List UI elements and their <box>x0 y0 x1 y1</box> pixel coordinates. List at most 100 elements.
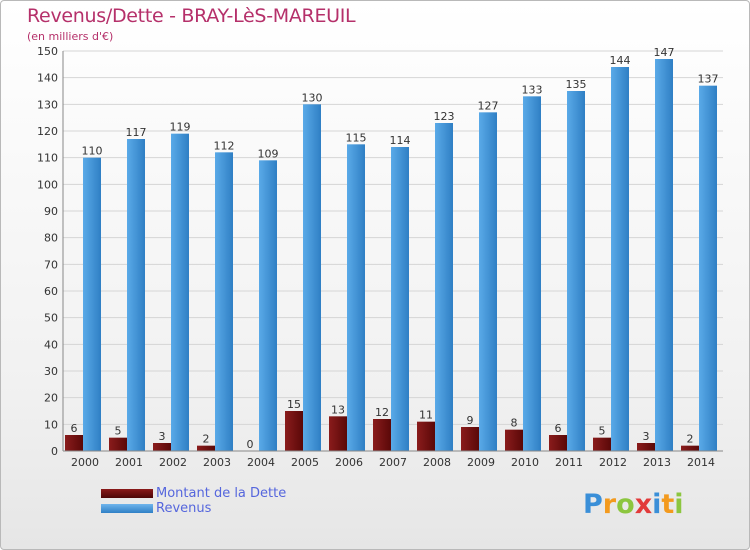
value-label-revenus: 119 <box>170 121 191 134</box>
x-tick-label: 2009 <box>467 456 495 469</box>
bar-revenus <box>259 160 277 452</box>
bar-revenus <box>611 67 629 451</box>
value-label-dette: 3 <box>643 430 650 443</box>
value-label-dette: 11 <box>419 409 433 422</box>
bar-revenus <box>171 133 189 451</box>
value-label-revenus: 112 <box>214 139 235 152</box>
x-tick-label: 2012 <box>599 456 627 469</box>
x-tick-label: 2010 <box>511 456 539 469</box>
value-label-revenus: 115 <box>346 131 367 144</box>
value-label-dette: 6 <box>71 422 78 435</box>
bar-revenus <box>699 85 717 452</box>
bar-revenus <box>391 147 409 451</box>
bar-revenus <box>127 139 145 451</box>
legend-swatch-dette <box>101 489 153 498</box>
bar-revenus <box>347 144 365 452</box>
logo-letter: r <box>602 489 617 520</box>
value-label-revenus: 135 <box>566 78 587 91</box>
axes <box>62 51 723 452</box>
y-tick-label: 30 <box>44 365 58 378</box>
value-label-dette: 15 <box>287 398 301 411</box>
logo-letter: t <box>661 489 675 520</box>
value-label-dette: 3 <box>159 430 166 443</box>
y-tick-label: 130 <box>37 98 58 111</box>
value-label-revenus: 130 <box>302 91 323 104</box>
x-tick-label: 2002 <box>159 456 187 469</box>
proxiti-logo: Proxiti <box>583 489 684 520</box>
x-tick-label: 2006 <box>335 456 363 469</box>
bar-dette <box>65 435 83 451</box>
bar-dette <box>153 443 171 451</box>
bar-dette <box>637 443 655 451</box>
bar-dette <box>285 411 303 451</box>
y-tick-label: 60 <box>44 285 58 298</box>
y-tick-label: 140 <box>37 72 58 85</box>
value-label-revenus: 123 <box>434 110 455 123</box>
value-label-revenus: 127 <box>478 99 499 112</box>
x-tick-label: 2007 <box>379 456 407 469</box>
y-tick-label: 10 <box>44 418 58 431</box>
legend-label-dette: Montant de la Dette <box>156 486 287 501</box>
x-axis-ticks: 2000 2001 2002 2003 2004 2005 2006 2007 2008 2009… <box>71 456 715 469</box>
y-tick-label: 50 <box>44 312 58 325</box>
x-tick-label: 2003 <box>203 456 231 469</box>
value-label-dette: 2 <box>687 433 694 446</box>
bar-revenus <box>567 91 585 451</box>
y-tick-label: 20 <box>44 392 58 405</box>
y-tick-label: 150 <box>37 45 58 58</box>
y-tick-label: 0 <box>51 445 58 458</box>
value-label-revenus: 147 <box>654 46 675 59</box>
value-labels: 6 110 5 117 3 119 2 112 0 109 15 130 13 115 12 114 11 123… <box>71 46 719 451</box>
bar-dette <box>417 421 435 451</box>
x-tick-label: 2005 <box>291 456 319 469</box>
value-label-revenus: 137 <box>698 73 719 86</box>
y-tick-label: 120 <box>37 125 58 138</box>
value-label-dette: 12 <box>375 406 389 419</box>
value-label-dette: 6 <box>555 422 562 435</box>
logo-letter: x <box>634 489 653 520</box>
value-label-dette: 9 <box>467 414 474 427</box>
logo-letter: o <box>616 489 635 520</box>
value-label-dette: 2 <box>203 433 210 446</box>
legend-swatch-revenus <box>101 504 153 513</box>
x-tick-label: 2000 <box>71 456 99 469</box>
logo-letter: i <box>674 489 684 520</box>
legend-label-revenus: Revenus <box>156 501 212 516</box>
value-label-dette: 5 <box>599 425 606 438</box>
y-tick-label: 100 <box>37 178 58 191</box>
bar-revenus <box>479 112 497 451</box>
y-tick-label: 90 <box>44 205 58 218</box>
value-label-revenus: 144 <box>610 54 631 67</box>
bar-dette <box>681 445 699 451</box>
x-tick-label: 2011 <box>555 456 583 469</box>
bar-revenus <box>655 59 673 451</box>
x-tick-label: 2004 <box>247 456 275 469</box>
y-tick-label: 80 <box>44 232 58 245</box>
value-label-revenus: 133 <box>522 83 543 96</box>
bar-dette <box>461 427 479 451</box>
x-tick-label: 2013 <box>643 456 671 469</box>
bar-revenus <box>435 123 453 451</box>
bar-revenus <box>83 157 101 451</box>
chart-subtitle: (en milliers d'€) <box>27 30 114 43</box>
value-label-dette: 8 <box>511 417 518 430</box>
value-label-revenus: 109 <box>258 147 279 160</box>
value-label-revenus: 114 <box>390 134 411 147</box>
bar-dette <box>197 445 215 451</box>
bar-dette <box>109 437 127 451</box>
x-tick-label: 2008 <box>423 456 451 469</box>
bar-dette <box>549 435 567 451</box>
x-tick-label: 2014 <box>687 456 715 469</box>
y-tick-label: 40 <box>44 338 58 351</box>
logo-letter: P <box>583 489 603 520</box>
x-tick-label: 2001 <box>115 456 143 469</box>
y-tick-label: 110 <box>37 152 58 165</box>
bar-revenus <box>303 104 321 451</box>
bars <box>65 59 717 452</box>
value-label-revenus: 117 <box>126 126 147 139</box>
bar-revenus <box>523 96 541 451</box>
bar-dette <box>329 416 347 451</box>
bar-revenus <box>215 152 233 452</box>
